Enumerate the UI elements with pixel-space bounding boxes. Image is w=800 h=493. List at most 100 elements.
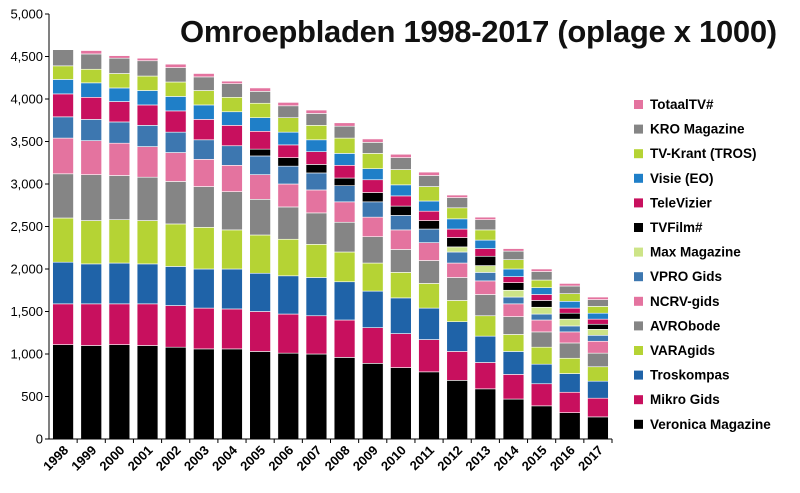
bar-segment-2012-8 (446, 237, 468, 248)
bar-stack-2015 (530, 268, 553, 440)
bar-segment-2010-12 (390, 157, 412, 170)
legend-label: TotaalTV# (650, 97, 714, 112)
bar-segment-2013-6 (474, 272, 497, 282)
bar-segment-2010-11 (390, 169, 412, 186)
bar-stack-2008 (333, 122, 356, 440)
bar-segment-2008-8 (333, 177, 356, 187)
legend-item: Visie (EO) (634, 171, 714, 186)
legend-swatch (634, 173, 643, 183)
bar-segment-2015-13 (530, 268, 553, 272)
bar-segment-2011-11 (418, 186, 440, 202)
legend-swatch (634, 223, 643, 232)
bar-segment-2012-2 (446, 321, 468, 352)
x-tick-label-2013: 2013 (462, 443, 493, 474)
bar-segment-2008-10 (333, 153, 356, 166)
legend-swatch (634, 395, 643, 405)
bar-segment-2012-7 (446, 246, 468, 253)
bar-segment-2001-13 (136, 57, 159, 62)
bar-segment-2001-10 (136, 90, 159, 106)
bar-segment-2000-1 (108, 303, 131, 345)
x-tick-label-2014: 2014 (491, 442, 523, 474)
bar-segment-2017-5 (587, 340, 609, 354)
bar-segment-1999-11 (80, 68, 102, 84)
x-tick-label-2010: 2010 (378, 443, 409, 474)
bar-segment-1998-0 (52, 344, 74, 440)
bar-segment-2008-4 (333, 221, 356, 253)
bar-segment-2013-5 (474, 280, 497, 295)
bar-segment-2008-13 (333, 122, 356, 127)
legend-swatch (634, 346, 643, 355)
bar-segment-2002-11 (164, 81, 187, 97)
bar-stack-1999 (80, 50, 102, 440)
bar-segment-2015-2 (530, 363, 553, 385)
bar-segment-2009-2 (362, 290, 384, 328)
legend-item: Max Magazine (634, 245, 741, 260)
bar-segment-2009-5 (362, 216, 384, 237)
bar-segment-2000-2 (108, 262, 131, 305)
bar-segment-2013-11 (474, 229, 497, 241)
bar-segment-2002-9 (164, 110, 187, 133)
bar-segment-2010-9 (390, 195, 412, 207)
bar-segment-2007-8 (305, 164, 328, 174)
bar-segment-2007-1 (305, 315, 328, 355)
bar-segment-2002-1 (164, 305, 187, 348)
legend-item: TV-Krant (TROS) (634, 146, 757, 161)
bar-segment-2003-10 (193, 104, 215, 120)
bar-segment-2009-12 (362, 142, 384, 154)
bar-segment-2000-3 (108, 219, 131, 264)
bar-segment-2003-5 (193, 159, 215, 187)
bar-segment-2010-1 (390, 333, 412, 368)
bar-segment-2016-3 (559, 357, 581, 374)
bar-segment-2006-0 (277, 352, 299, 440)
bar-stack-2010 (390, 153, 412, 440)
bar-segment-1998-10 (52, 79, 74, 95)
bar-segment-2005-1 (249, 311, 271, 352)
bar-segment-2003-6 (193, 139, 215, 160)
bar-segment-2014-4 (502, 316, 525, 335)
bar-segment-2016-13 (559, 283, 581, 287)
bar-segment-2005-5 (249, 174, 271, 200)
bar-segment-2017-6 (587, 334, 609, 342)
bar-segment-2016-9 (559, 307, 581, 314)
legend-label: NCRV-gids (650, 294, 720, 309)
bar-segment-1998-5 (52, 137, 74, 175)
bar-segment-1999-4 (80, 174, 102, 221)
bar-segment-2011-12 (418, 175, 440, 187)
bar-segment-2007-11 (305, 125, 328, 141)
bar-segment-2004-5 (221, 165, 243, 192)
bar-segment-2005-3 (249, 234, 271, 274)
legend-label: VPRO Gids (650, 269, 722, 284)
bar-segment-2004-4 (221, 191, 243, 231)
bar-segment-1999-1 (80, 303, 102, 346)
x-tick-label-2006: 2006 (265, 443, 296, 474)
legend-item: Mikro Gids (634, 392, 720, 407)
legend-item: VARAgids (634, 343, 715, 358)
bar-segment-2011-4 (418, 260, 440, 284)
legend-label: VARAgids (650, 343, 715, 358)
bar-segment-2009-13 (362, 138, 384, 143)
x-tick-label-2003: 2003 (181, 443, 212, 474)
bar-stack-2007 (305, 109, 328, 440)
bar-segment-1998-6 (52, 116, 74, 139)
bar-segment-2007-2 (305, 277, 328, 317)
bar-segment-1999-13 (80, 50, 102, 55)
legend-swatch (634, 100, 643, 109)
bar-segment-2011-3 (418, 283, 440, 309)
x-tick-label-2009: 2009 (350, 443, 381, 474)
bar-segment-2008-5 (333, 201, 356, 223)
bar-segment-2004-2 (221, 268, 243, 310)
bar-segment-2016-8 (559, 312, 581, 320)
bar-segment-2010-0 (390, 367, 412, 440)
y-tick-label: 1,500 (10, 304, 43, 319)
bar-segment-2011-6 (418, 228, 440, 243)
bar-stack-2009 (362, 138, 384, 440)
bar-segment-1999-12 (80, 53, 102, 70)
bar-segment-2014-13 (502, 248, 525, 252)
bar-segment-2003-3 (193, 227, 215, 270)
bar-segment-2012-9 (446, 228, 468, 238)
bar-segment-2010-10 (390, 184, 412, 197)
bar-segment-2016-1 (559, 391, 581, 413)
bar-segment-2001-3 (136, 220, 159, 265)
legend-label: Mikro Gids (650, 392, 720, 407)
bar-segment-2012-13 (446, 194, 468, 198)
